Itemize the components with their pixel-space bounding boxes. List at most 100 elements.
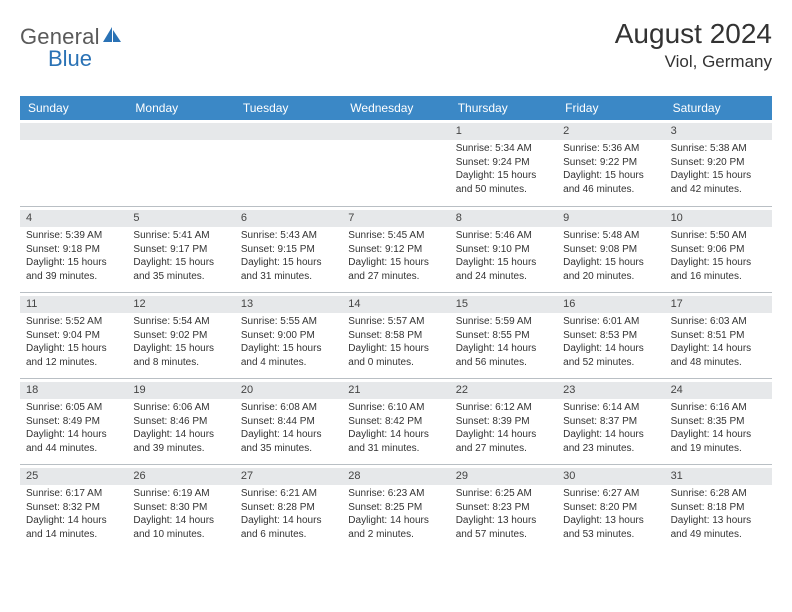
- sunrise-line: Sunrise: 5:50 AM: [671, 229, 766, 243]
- day-number: 7: [348, 212, 354, 224]
- sunrise-line: Sunrise: 5:54 AM: [133, 315, 228, 329]
- daylight-line: Daylight: 14 hours and 56 minutes.: [456, 342, 551, 369]
- day-number: 4: [26, 212, 32, 224]
- day-number: 22: [456, 384, 468, 396]
- sunrise-line: Sunrise: 6:12 AM: [456, 401, 551, 415]
- day-header-cell: Friday: [557, 96, 664, 120]
- day-number: 14: [348, 298, 360, 310]
- day-cell: 6Sunrise: 5:43 AMSunset: 9:15 PMDaylight…: [235, 207, 342, 292]
- daynum-stripe: 19: [127, 382, 234, 399]
- sunrise-line: Sunrise: 6:10 AM: [348, 401, 443, 415]
- day-number: [348, 125, 351, 137]
- daylight-line: Daylight: 15 hours and 31 minutes.: [241, 256, 336, 283]
- day-header-row: SundayMondayTuesdayWednesdayThursdayFrid…: [20, 96, 772, 120]
- sunrise-line: Sunrise: 6:01 AM: [563, 315, 658, 329]
- day-cell: 16Sunrise: 6:01 AMSunset: 8:53 PMDayligh…: [557, 293, 664, 378]
- daylight-line: Daylight: 14 hours and 52 minutes.: [563, 342, 658, 369]
- day-cell: 20Sunrise: 6:08 AMSunset: 8:44 PMDayligh…: [235, 379, 342, 464]
- daynum-stripe: 30: [557, 468, 664, 485]
- daynum-stripe: 3: [665, 123, 772, 140]
- sunrise-line: Sunrise: 5:52 AM: [26, 315, 121, 329]
- daynum-stripe: 9: [557, 210, 664, 227]
- sunrise-line: Sunrise: 6:03 AM: [671, 315, 766, 329]
- day-cell: 27Sunrise: 6:21 AMSunset: 8:28 PMDayligh…: [235, 465, 342, 550]
- sunset-line: Sunset: 9:02 PM: [133, 329, 228, 343]
- sunrise-line: Sunrise: 5:57 AM: [348, 315, 443, 329]
- day-number: 9: [563, 212, 569, 224]
- daylight-line: Daylight: 15 hours and 35 minutes.: [133, 256, 228, 283]
- day-cell: [20, 120, 127, 206]
- day-number: [26, 125, 29, 137]
- day-number: 19: [133, 384, 145, 396]
- sunset-line: Sunset: 9:20 PM: [671, 156, 766, 170]
- daylight-line: Daylight: 13 hours and 49 minutes.: [671, 514, 766, 541]
- day-cell: 5Sunrise: 5:41 AMSunset: 9:17 PMDaylight…: [127, 207, 234, 292]
- daynum-stripe: 4: [20, 210, 127, 227]
- day-number: 28: [348, 470, 360, 482]
- sunset-line: Sunset: 8:58 PM: [348, 329, 443, 343]
- daylight-line: Daylight: 15 hours and 50 minutes.: [456, 169, 551, 196]
- month-title: August 2024: [615, 18, 772, 50]
- sunrise-line: Sunrise: 5:41 AM: [133, 229, 228, 243]
- sunset-line: Sunset: 8:55 PM: [456, 329, 551, 343]
- daylight-line: Daylight: 14 hours and 31 minutes.: [348, 428, 443, 455]
- day-cell: [342, 120, 449, 206]
- day-number: 10: [671, 212, 683, 224]
- day-number: 8: [456, 212, 462, 224]
- week-row: 25Sunrise: 6:17 AMSunset: 8:32 PMDayligh…: [20, 464, 772, 550]
- day-cell: 11Sunrise: 5:52 AMSunset: 9:04 PMDayligh…: [20, 293, 127, 378]
- sunrise-line: Sunrise: 6:21 AM: [241, 487, 336, 501]
- daynum-stripe: 17: [665, 296, 772, 313]
- sunset-line: Sunset: 8:44 PM: [241, 415, 336, 429]
- sunrise-line: Sunrise: 6:05 AM: [26, 401, 121, 415]
- daynum-stripe: 7: [342, 210, 449, 227]
- daynum-stripe: 23: [557, 382, 664, 399]
- day-number: 3: [671, 125, 677, 137]
- sunrise-line: Sunrise: 5:48 AM: [563, 229, 658, 243]
- sunset-line: Sunset: 8:51 PM: [671, 329, 766, 343]
- daynum-stripe: 27: [235, 468, 342, 485]
- day-number: 31: [671, 470, 683, 482]
- daynum-stripe: 10: [665, 210, 772, 227]
- sunrise-line: Sunrise: 6:25 AM: [456, 487, 551, 501]
- day-cell: 14Sunrise: 5:57 AMSunset: 8:58 PMDayligh…: [342, 293, 449, 378]
- day-number: 2: [563, 125, 569, 137]
- day-number: 21: [348, 384, 360, 396]
- day-header-cell: Tuesday: [235, 96, 342, 120]
- sunrise-line: Sunrise: 5:45 AM: [348, 229, 443, 243]
- daynum-stripe: 29: [450, 468, 557, 485]
- sunrise-line: Sunrise: 5:43 AM: [241, 229, 336, 243]
- day-cell: 2Sunrise: 5:36 AMSunset: 9:22 PMDaylight…: [557, 120, 664, 206]
- sunrise-line: Sunrise: 5:38 AM: [671, 142, 766, 156]
- week-row: 4Sunrise: 5:39 AMSunset: 9:18 PMDaylight…: [20, 206, 772, 292]
- day-number: 16: [563, 298, 575, 310]
- sunset-line: Sunset: 8:39 PM: [456, 415, 551, 429]
- title-block: August 2024 Viol, Germany: [615, 18, 772, 72]
- day-cell: 10Sunrise: 5:50 AMSunset: 9:06 PMDayligh…: [665, 207, 772, 292]
- day-cell: 9Sunrise: 5:48 AMSunset: 9:08 PMDaylight…: [557, 207, 664, 292]
- day-number: 23: [563, 384, 575, 396]
- day-number: 27: [241, 470, 253, 482]
- brand-word-blue-wrap: Blue: [20, 46, 92, 72]
- day-cell: [235, 120, 342, 206]
- sunset-line: Sunset: 9:15 PM: [241, 243, 336, 257]
- day-cell: 12Sunrise: 5:54 AMSunset: 9:02 PMDayligh…: [127, 293, 234, 378]
- sunset-line: Sunset: 9:24 PM: [456, 156, 551, 170]
- daynum-stripe: [20, 123, 127, 140]
- daynum-stripe: 20: [235, 382, 342, 399]
- daynum-stripe: 2: [557, 123, 664, 140]
- sunset-line: Sunset: 9:04 PM: [26, 329, 121, 343]
- daylight-line: Daylight: 14 hours and 2 minutes.: [348, 514, 443, 541]
- daynum-stripe: 16: [557, 296, 664, 313]
- daynum-stripe: 31: [665, 468, 772, 485]
- daynum-stripe: 21: [342, 382, 449, 399]
- day-number: 1: [456, 125, 462, 137]
- day-number: 24: [671, 384, 683, 396]
- sunrise-line: Sunrise: 6:16 AM: [671, 401, 766, 415]
- sunset-line: Sunset: 8:46 PM: [133, 415, 228, 429]
- daynum-stripe: 24: [665, 382, 772, 399]
- sunrise-line: Sunrise: 5:36 AM: [563, 142, 658, 156]
- daynum-stripe: 15: [450, 296, 557, 313]
- day-number: 20: [241, 384, 253, 396]
- daylight-line: Daylight: 14 hours and 19 minutes.: [671, 428, 766, 455]
